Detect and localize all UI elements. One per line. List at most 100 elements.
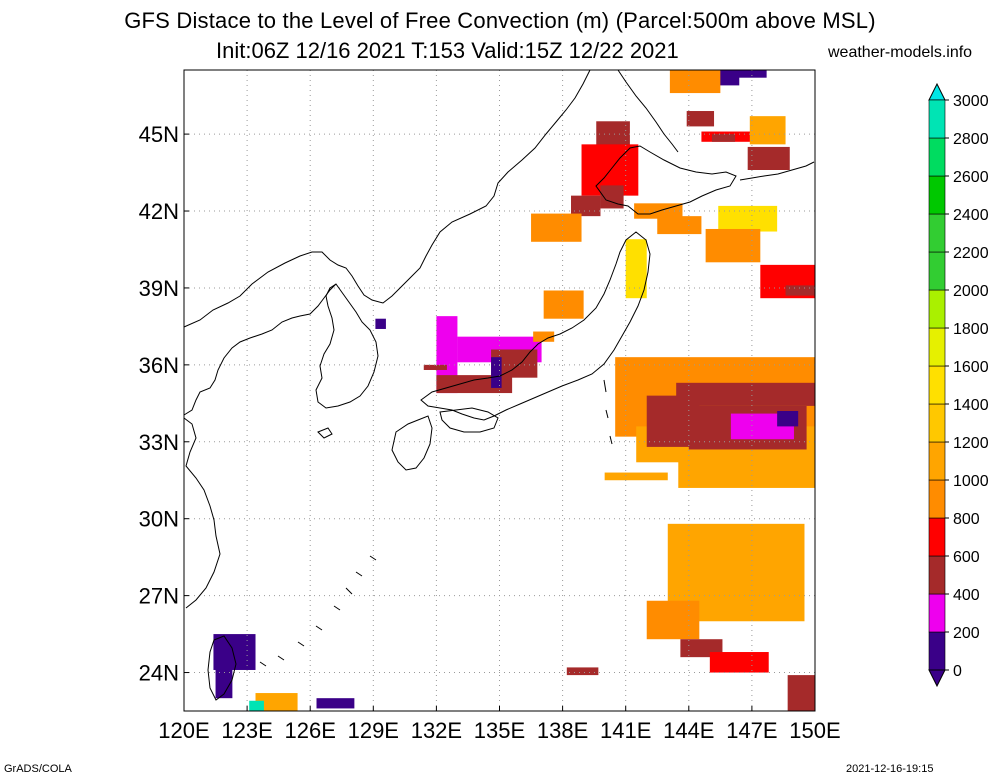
legend-swatch <box>928 289 946 329</box>
lfc-patch <box>686 111 715 127</box>
lfc-patch <box>646 600 700 640</box>
footer-credit: GrADS/COLA <box>4 763 72 775</box>
coastline-kuril <box>739 161 815 181</box>
legend-label: 2200 <box>953 245 989 262</box>
x-tick-label: 144E <box>663 718 714 743</box>
legend-swatch <box>928 593 946 633</box>
longitude-tick-labels: 120E 123E 126E 129E 132E 135E 138E 141E 144E 147E… <box>158 718 840 743</box>
coastline-bohai <box>183 283 337 416</box>
y-tick-label: 45N <box>139 122 179 147</box>
legend-swatch <box>928 479 946 519</box>
legend-label: 0 <box>953 663 962 680</box>
map-frame <box>183 69 816 712</box>
x-tick-label: 120E <box>158 718 209 743</box>
y-tick-label: 42N <box>139 199 179 224</box>
coastline-sakhalin <box>617 69 679 153</box>
legend-swatch <box>928 555 946 595</box>
coastline-layer <box>183 69 815 701</box>
lfc-patch <box>625 239 647 299</box>
y-tick-label: 24N <box>139 661 179 686</box>
lfc-patch <box>747 146 790 170</box>
lfc-patch <box>669 70 721 94</box>
coastline-izu <box>603 379 613 445</box>
lfc-patch <box>709 652 769 673</box>
x-tick-label: 135E <box>474 718 525 743</box>
coastline-shikoku <box>439 407 499 433</box>
coastline-mainland <box>183 69 591 328</box>
lfc-field-layer <box>213 70 815 711</box>
chart-title: GFS Distace to the Level of Free Convect… <box>124 8 876 33</box>
coastline-ryukyu <box>259 555 377 667</box>
graticule <box>183 70 816 711</box>
color-legend: 0 200 400 600 800 1000 1200 1400 1600 1800 2000 220… <box>928 82 989 688</box>
lfc-patch <box>215 657 233 699</box>
legend-swatch <box>928 403 946 443</box>
legend-label: 1000 <box>953 473 989 490</box>
y-tick-label: 36N <box>139 353 179 378</box>
coastline-korea <box>315 283 379 409</box>
legend-label: 1200 <box>953 435 989 452</box>
coastline-hokkaido <box>595 145 737 215</box>
legend-label: 2400 <box>953 207 989 224</box>
legend-swatch <box>928 251 946 291</box>
x-tick-label: 147E <box>726 718 777 743</box>
legend-label: 1800 <box>953 321 989 338</box>
x-tick-label: 123E <box>221 718 272 743</box>
legend-swatch <box>928 327 946 367</box>
lfc-patch <box>423 364 447 370</box>
lfc-patch <box>785 285 815 296</box>
x-tick-label: 138E <box>537 718 588 743</box>
legend-swatch <box>928 517 946 557</box>
lfc-patch <box>711 134 736 142</box>
coastline-honshu <box>420 231 651 421</box>
legend-label: 3000 <box>953 93 989 110</box>
x-tick-label: 150E <box>789 718 840 743</box>
legend-label: 400 <box>953 587 980 604</box>
lfc-patch <box>531 213 582 242</box>
lfc-patch <box>571 195 601 217</box>
legend-label: 200 <box>953 625 980 642</box>
y-tick-label: 27N <box>139 584 179 609</box>
coastline-kyushu <box>391 415 433 471</box>
lfc-patch <box>249 700 264 711</box>
legend-label: 2000 <box>953 283 989 300</box>
legend-swatch <box>928 175 946 215</box>
lfc-patch <box>749 116 786 145</box>
legend-swatch <box>928 99 946 139</box>
y-tick-label: 39N <box>139 276 179 301</box>
latitude-tick-labels: 24N 27N 30N 33N 36N 39N 42N 45N <box>139 122 179 685</box>
x-tick-label: 141E <box>600 718 651 743</box>
lfc-patch <box>491 357 502 388</box>
y-tick-label: 30N <box>139 507 179 532</box>
lfc-patch <box>600 185 624 209</box>
lfc-patch <box>375 318 386 329</box>
legend-min-arrow <box>928 669 946 688</box>
x-tick-label: 126E <box>285 718 336 743</box>
lfc-patch <box>787 675 815 711</box>
y-tick-label: 33N <box>139 430 179 455</box>
chart-subtitle: Init:06Z 12/16 2021 T:153 Valid:15Z 12/2… <box>216 38 679 63</box>
lfc-patch <box>657 216 702 235</box>
lfc-patch <box>543 290 584 319</box>
legend-label: 2800 <box>953 131 989 148</box>
coastline-taiwan <box>207 635 237 701</box>
lfc-patch <box>718 205 778 232</box>
lfc-patch <box>604 472 668 481</box>
legend-swatch <box>928 213 946 253</box>
legend-swatch <box>928 137 946 177</box>
legend-swatch <box>928 441 946 481</box>
legend-label: 1600 <box>953 359 989 376</box>
lfc-patch <box>726 70 767 78</box>
lfc-patch <box>777 411 799 427</box>
legend-swatch <box>928 631 946 671</box>
lfc-patch <box>316 698 355 709</box>
lfc-patch <box>255 693 298 711</box>
lfc-patch <box>705 228 761 263</box>
x-tick-label: 132E <box>411 718 462 743</box>
coastline-china-east <box>183 417 221 609</box>
coastline-jeju <box>317 427 333 439</box>
legend-label: 600 <box>953 549 980 566</box>
legend-max-arrow <box>928 82 946 101</box>
legend-label: 800 <box>953 511 980 528</box>
